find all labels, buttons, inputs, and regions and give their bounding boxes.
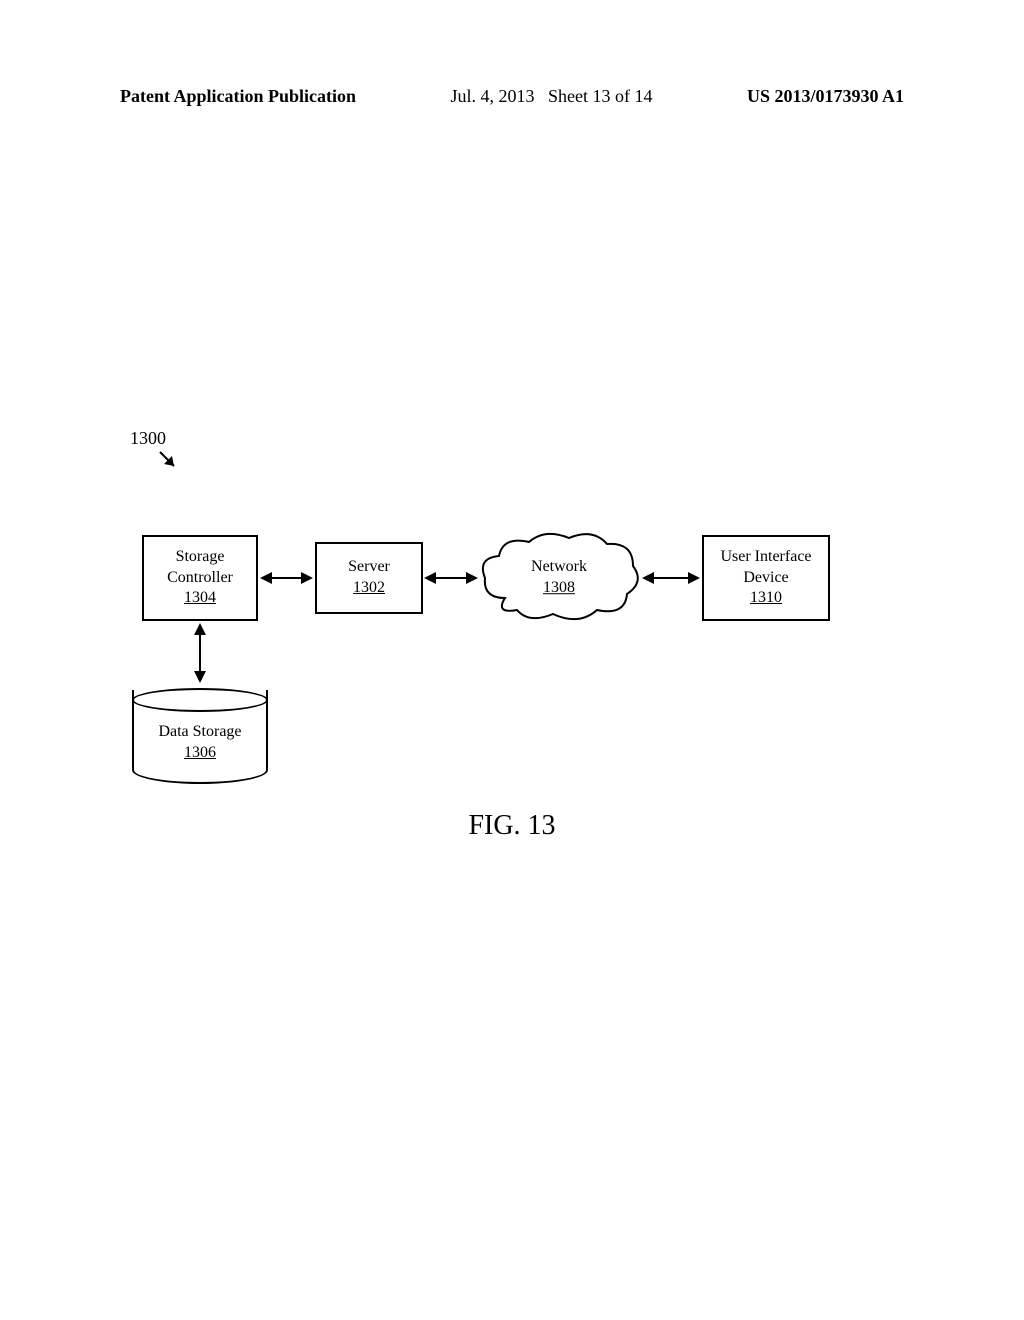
node-number: 1306 [184,743,216,764]
edge-network-uidevice [652,577,690,579]
figure-ref-arrow-icon [156,448,184,476]
header-center: Jul. 4, 2013 Sheet 13 of 14 [451,86,653,107]
header-date: Jul. 4, 2013 [451,86,535,106]
node-label: Server [348,557,390,578]
node-data-storage: Data Storage 1306 [132,690,268,784]
header-publication: Patent Application Publication [120,86,356,107]
node-label: Data Storage [158,722,241,743]
figure-caption: FIG. 13 [468,810,555,842]
node-number: 1310 [750,588,782,609]
node-label: Network [531,558,587,575]
node-number: 1304 [184,588,216,609]
edge-controller-storage [199,633,201,673]
node-number: 1308 [543,579,575,596]
figure-ref-number: 1300 [130,428,166,449]
edge-controller-server [270,577,303,579]
figure-diagram: 1300 Storage Controller 1304 Server 1302… [0,420,1024,920]
page-header: Patent Application Publication Jul. 4, 2… [0,86,1024,107]
node-number: 1302 [353,578,385,599]
edge-server-network [434,577,468,579]
node-content: Network 1308 [531,557,587,599]
node-server: Server 1302 [315,542,423,614]
header-pubnum: US 2013/0173930 A1 [747,86,904,107]
node-label: User Interface Device [704,547,828,589]
header-sheet: Sheet 13 of 14 [548,86,652,106]
node-ui-device: User Interface Device 1310 [702,535,830,621]
node-network: Network 1308 [475,528,643,628]
node-label: Storage Controller [144,547,256,589]
node-storage-controller: Storage Controller 1304 [142,535,258,621]
